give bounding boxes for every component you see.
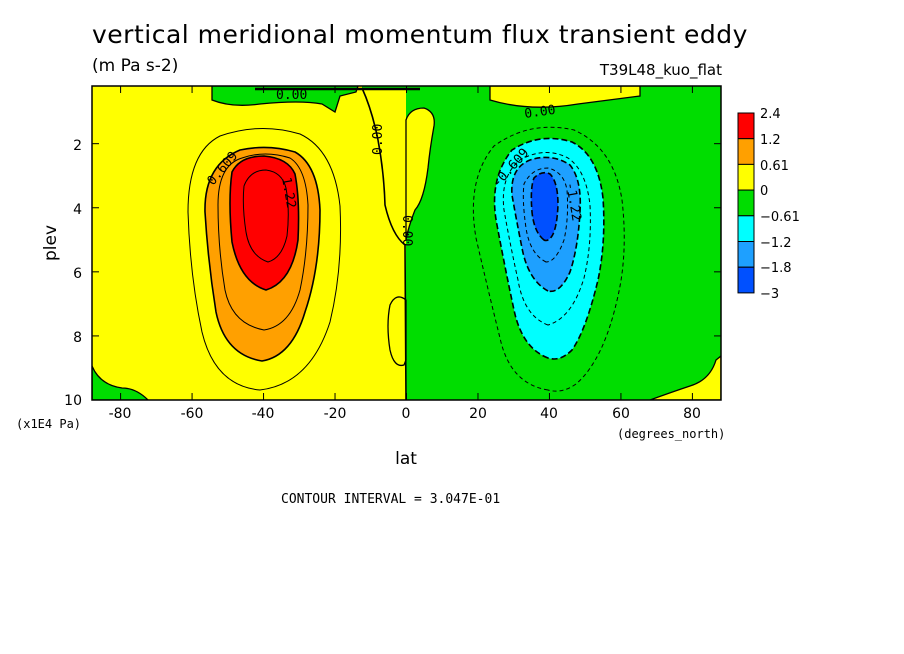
run-id: T39L48_kuo_flat [599,61,722,79]
x-tick-label: -20 [324,406,347,422]
contour-neg-outer [472,126,625,392]
y-tick-label: 2 [73,138,82,154]
contour-label-zero-equator: 0.00 [371,124,386,155]
yellow-tongue-lower [387,296,407,367]
y-tick-label: 8 [73,330,82,346]
y-axis-label: plev [41,225,61,261]
contour-interval-note: CONTOUR INTERVAL = 3.047E-01 [281,492,500,507]
x-axis-label: lat [395,449,417,469]
colorbar-label: 2.4 [760,107,781,122]
colorbar-swatch [737,163,755,191]
colorbar-swatch [737,138,755,165]
contour-label-zero-right: 0.00 [523,103,556,122]
chart-units: (m Pa s-2) [92,56,179,76]
colorbar [737,112,755,294]
fill-blue-core [530,171,559,242]
y-tick-label: 6 [73,266,82,282]
colorbar-label: −0.61 [760,210,800,225]
yellow-patch-corner-right [649,355,721,400]
colorbar-swatch [737,112,755,140]
axis-ticks [92,86,721,401]
contour-pos-outer [187,128,342,391]
green-patch-top [211,86,359,113]
colorbar-label: 1.2 [760,133,781,148]
contour-pos-mid [217,153,309,331]
contour-pos-inner [242,169,289,263]
colorbar-label: 0.61 [760,159,789,174]
x-axis-unit: (degrees_north) [617,427,725,441]
contour-label-pos-122: 1.22 [278,176,298,209]
x-tick-label: 0 [402,406,411,422]
contour-label-zero-top: 0.00 [276,88,307,103]
y-axis-unit: (x1E4 Pa) [16,417,81,431]
x-tick-label: -80 [109,406,132,422]
chart-title: vertical meridional momentum flux transi… [92,20,748,49]
x-tick-label: 80 [683,406,701,422]
contour-label-neg-122: -1.22 [562,181,584,222]
colorbar-label: −1.2 [760,236,792,251]
contour-label-zero-tongue: 0.00 [399,215,414,246]
yellow-patch-top-right [489,86,641,108]
colorbar-labels: 2.4 1.2 0.61 0 −0.61 −1.2 −1.8 −3 [760,107,800,302]
contour-neg-mid [502,152,591,326]
y-tick-label: 4 [73,202,82,218]
yellow-tongue-upper [405,107,435,241]
colorbar-swatch [737,215,755,243]
x-tick-label: 20 [469,406,487,422]
zero-contour-equator [361,87,407,400]
contour-fill [92,86,721,400]
contour-neg-inner [522,167,569,263]
colorbar-label: 0 [760,184,768,199]
x-tick-label: -60 [181,406,204,422]
colorbar-label: −3 [760,287,779,302]
fill-red-core [229,155,300,291]
x-tick-label: 40 [540,406,558,422]
x-tick-label: 60 [612,406,630,422]
colorbar-swatch [737,189,755,217]
colorbar-swatch [737,241,755,268]
x-tick-label: -40 [252,406,275,422]
green-patch-corner [92,365,149,400]
colorbar-swatch [737,266,755,294]
colorbar-label: −1.8 [760,261,792,276]
y-tick-label: 10 [64,393,82,409]
